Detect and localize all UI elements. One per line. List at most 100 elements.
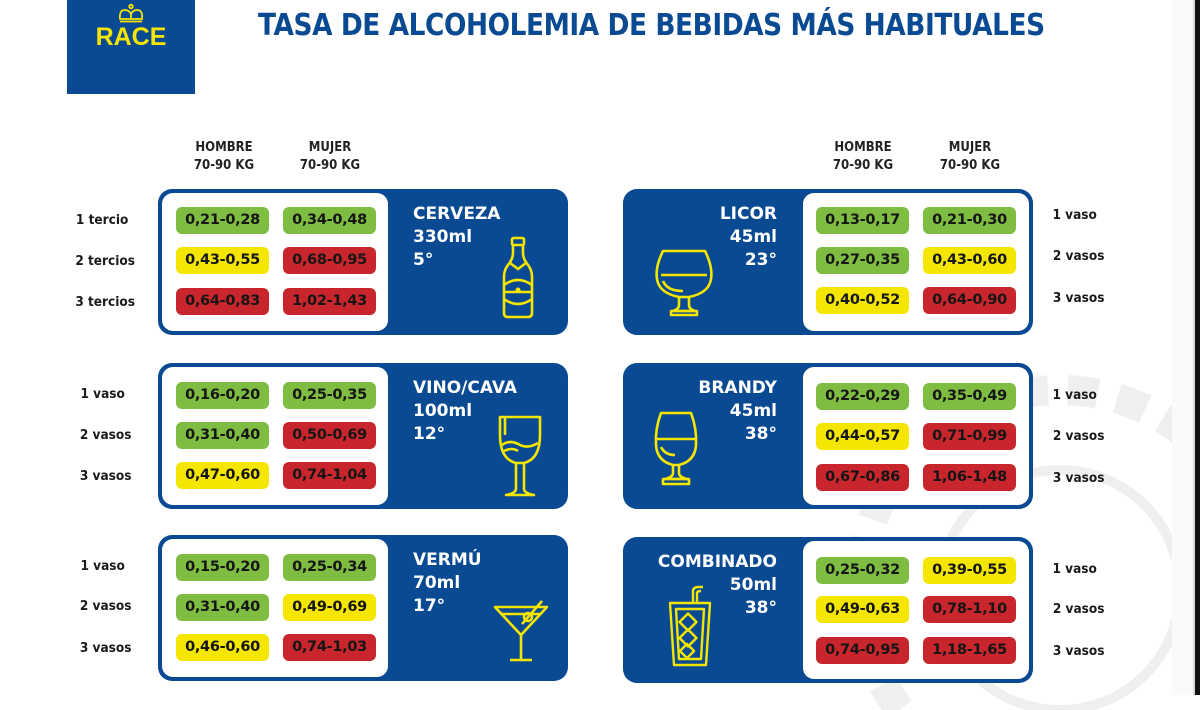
drink-card-brandy: 0,22-0,29 0,35-0,49 0,44-0,57 0,71-0,99 … — [623, 363, 1033, 509]
value-badge-hombre: 0,40-0,52 — [816, 287, 909, 314]
drink-degrees: 17° — [413, 596, 446, 616]
value-badge-mujer: 0,25-0,35 — [283, 382, 376, 409]
drink-degrees: 38° — [744, 598, 777, 618]
row-label: 1 vaso — [1052, 561, 1097, 577]
value-badge-hombre: 0,46-0,60 — [176, 634, 269, 661]
row-label: 3 vasos — [1052, 643, 1105, 659]
row-label: 1 vaso — [80, 558, 125, 574]
header-line: HOMBRE — [195, 140, 253, 155]
value-badge-mujer: 0,64-0,90 — [923, 287, 1016, 314]
liqueur-glass-icon — [655, 249, 713, 317]
page-edge — [1172, 0, 1200, 695]
value-badge-mujer: 0,39-0,55 — [923, 557, 1016, 584]
value-badge-hombre: 0,15-0,20 — [176, 554, 269, 581]
header-line: HOMBRE — [834, 140, 892, 155]
value-badge-mujer: 1,02-1,43 — [283, 288, 376, 315]
value-badge-hombre: 0,25-0,32 — [816, 557, 909, 584]
drink-name: VINO/CAVA — [413, 378, 518, 398]
drink-degrees: 38° — [744, 424, 777, 444]
value-badge-hombre: 0,49-0,63 — [816, 596, 909, 623]
drink-info: VERMÚ 70ml 17° — [413, 549, 482, 618]
drink-name: VERMÚ — [413, 550, 482, 570]
drink-volume: 45ml — [729, 227, 777, 247]
drink-card-vermu: 0,15-0,20 0,25-0,34 0,31-0,40 0,49-0,69 … — [158, 535, 568, 681]
drink-name: BRANDY — [698, 378, 777, 398]
value-badge-mujer: 0,43-0,60 — [923, 247, 1016, 274]
drink-name: CERVEZA — [413, 204, 501, 224]
drink-degrees: 12° — [413, 424, 446, 444]
row-label: 1 vaso — [1052, 387, 1097, 403]
value-badge-hombre: 0,22-0,29 — [816, 383, 909, 410]
value-badge-mujer: 0,68-0,95 — [283, 247, 376, 274]
drink-card-combinado: 0,25-0,32 0,39-0,55 0,49-0,63 0,78-1,10 … — [623, 537, 1033, 683]
value-badge-mujer: 0,35-0,49 — [923, 383, 1016, 410]
drink-info: CERVEZA 330ml 5° — [413, 203, 500, 272]
row-label: 2 tercios — [75, 253, 135, 269]
value-badge-hombre: 0,27-0,35 — [816, 247, 909, 274]
drink-card-licor: 0,13-0,17 0,21-0,30 0,27-0,35 0,43-0,60 … — [623, 189, 1033, 335]
wine-glass-icon — [498, 415, 542, 497]
drink-volume: 70ml — [413, 573, 461, 593]
drink-degrees: 5° — [413, 250, 434, 270]
row-label: 3 vasos — [1052, 470, 1105, 486]
column-header-hombre: HOMBRE 70-90 KG — [184, 139, 265, 175]
column-header-mujer: MUJER 70-90 KG — [930, 139, 1011, 175]
drink-name: LICOR — [719, 204, 777, 224]
value-badge-hombre: 0,74-0,95 — [816, 637, 909, 664]
value-badge-mujer: 0,74-1,03 — [283, 634, 376, 661]
value-badge-mujer: 1,18-1,65 — [923, 637, 1016, 664]
race-logo: RACE — [67, 0, 195, 94]
header-line: 70-90 KG — [832, 158, 894, 173]
value-badge-mujer: 0,74-1,04 — [283, 462, 376, 489]
column-header-hombre: HOMBRE 70-90 KG — [823, 139, 904, 175]
row-label: 3 vasos — [79, 640, 132, 656]
drink-degrees: 23° — [744, 250, 777, 270]
drink-name: COMBINADO — [657, 552, 777, 572]
drink-info: COMBINADO 50ml 38° — [658, 551, 777, 620]
value-badge-hombre: 0,13-0,17 — [816, 207, 909, 234]
row-label: 2 vasos — [79, 427, 132, 443]
header-line: 70-90 KG — [193, 158, 255, 173]
highball-glass-icon — [668, 585, 712, 667]
row-label: 2 vasos — [79, 598, 132, 614]
value-badge-mujer: 0,78-1,10 — [923, 596, 1016, 623]
value-badge-hombre: 0,31-0,40 — [176, 422, 269, 449]
value-badge-mujer: 0,25-0,34 — [283, 554, 376, 581]
brandy-snifter-icon — [654, 411, 698, 486]
row-label: 2 vasos — [1052, 248, 1105, 264]
crown-icon — [118, 3, 144, 23]
drink-info: LICOR 45ml 23° — [720, 203, 777, 272]
header-line: MUJER — [948, 140, 992, 155]
value-badge-hombre: 0,64-0,83 — [176, 288, 269, 315]
logo-text: RACE — [95, 23, 167, 51]
martini-glass-icon — [493, 600, 549, 662]
value-badge-hombre: 0,67-0,86 — [816, 464, 909, 491]
drink-volume: 100ml — [413, 401, 473, 421]
drink-card-cerveza: 0,21-0,28 0,34-0,48 0,43-0,55 0,68-0,95 … — [158, 189, 568, 335]
value-badge-hombre: 0,47-0,60 — [176, 462, 269, 489]
drink-volume: 50ml — [729, 575, 777, 595]
beer-bottle-icon — [502, 236, 534, 319]
value-badge-mujer: 0,71-0,99 — [923, 423, 1016, 450]
drink-info: BRANDY 45ml 38° — [698, 377, 777, 446]
value-badge-hombre: 0,31-0,40 — [176, 594, 269, 621]
row-label: 1 vaso — [1052, 207, 1097, 223]
row-label: 1 tercio — [75, 212, 129, 228]
page-title: TASA DE ALCOHOLEMIA DE BEBIDAS MÁS HABIT… — [258, 8, 1045, 43]
row-label: 3 tercios — [75, 294, 135, 310]
column-header-mujer: MUJER 70-90 KG — [290, 139, 371, 175]
value-badge-hombre: 0,21-0,28 — [176, 207, 269, 234]
value-badge-hombre: 0,16-0,20 — [176, 382, 269, 409]
drink-volume: 45ml — [729, 401, 777, 421]
value-badge-hombre: 0,43-0,55 — [176, 247, 269, 274]
drink-volume: 330ml — [413, 227, 473, 247]
value-badge-mujer: 0,50-0,69 — [283, 422, 376, 449]
drink-info: VINO/CAVA 100ml 12° — [413, 377, 517, 446]
header-line: 70-90 KG — [299, 158, 361, 173]
value-badge-hombre: 0,44-0,57 — [816, 423, 909, 450]
row-label: 3 vasos — [1052, 290, 1105, 306]
drink-card-vino-cava: 0,16-0,20 0,25-0,35 0,31-0,40 0,50-0,69 … — [158, 363, 568, 509]
value-badge-mujer: 0,21-0,30 — [923, 207, 1016, 234]
header-line: MUJER — [308, 140, 352, 155]
row-label: 1 vaso — [80, 386, 125, 402]
